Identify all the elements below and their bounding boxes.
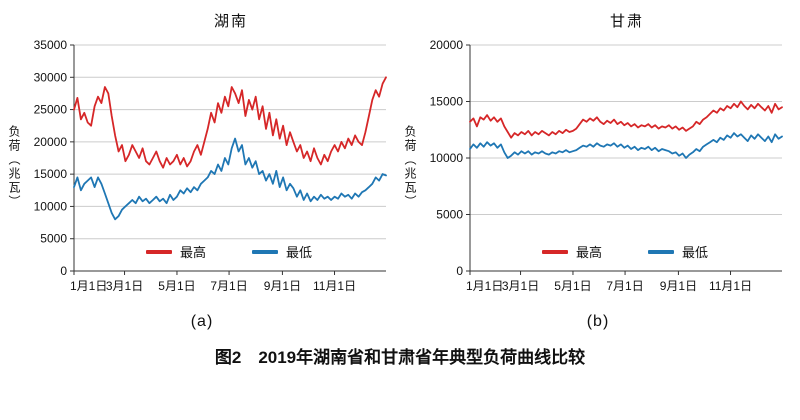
svg-text:1月1日: 1月1日 [466, 279, 503, 293]
svg-text:20000: 20000 [430, 38, 464, 52]
svg-text:3月1日: 3月1日 [106, 279, 143, 293]
chart-body-gansu: 负荷（兆瓦） 0 5000 10000 15000 20000 1月1日 3月1日 5月1日 7… [402, 35, 794, 299]
svg-text:5月1日: 5月1日 [554, 279, 591, 293]
svg-text:10000: 10000 [34, 199, 68, 213]
svg-text:9月1日: 9月1日 [264, 279, 301, 293]
sub-label-b: (b) [586, 313, 610, 330]
svg-text:5000: 5000 [40, 232, 67, 246]
svg-text:5000: 5000 [436, 208, 463, 222]
y-axis-label-hunan: 负荷（兆瓦） [7, 125, 21, 209]
svg-text:11月1日: 11月1日 [709, 279, 752, 293]
svg-text:11月1日: 11月1日 [313, 279, 356, 293]
svg-text:7月1日: 7月1日 [210, 279, 247, 293]
y-axis-label-gansu: 负荷（兆瓦） [403, 125, 417, 209]
chart-gansu: 甘肃 负荷（兆瓦） 0 5000 10000 15000 20000 1月1日 3月1日 5月… [402, 8, 794, 331]
svg-text:9月1日: 9月1日 [660, 279, 697, 293]
svg-text:10000: 10000 [430, 151, 464, 165]
svg-text:0: 0 [60, 264, 67, 278]
svg-text:15000: 15000 [34, 167, 68, 181]
svg-text:7月1日: 7月1日 [606, 279, 643, 293]
chart-title-gansu: 甘肃 [609, 13, 644, 30]
sub-label-a: (a) [190, 313, 214, 330]
svg-text:1月1日: 1月1日 [70, 279, 107, 293]
svg-text:3月1日: 3月1日 [502, 279, 539, 293]
svg-text:35000: 35000 [34, 38, 68, 52]
chart-title-hunan: 湖南 [213, 13, 248, 30]
svg-text:20000: 20000 [34, 135, 68, 149]
chart-body-hunan: 负荷（兆瓦） 0 5000 10000 15000 20000 25000 30000 350… [6, 35, 398, 299]
svg-text:25000: 25000 [34, 103, 68, 117]
svg-text:0: 0 [456, 264, 463, 278]
chart-hunan: 湖南 负荷（兆瓦） 0 5000 10000 15000 20000 25000 30000… [6, 8, 398, 331]
svg-text:5月1日: 5月1日 [158, 279, 195, 293]
charts-row: 湖南 负荷（兆瓦） 0 5000 10000 15000 20000 25000 30000… [0, 8, 800, 331]
figure-caption: 图2 2019年湖南省和甘肃省年典型负荷曲线比较 [214, 348, 586, 367]
svg-text:30000: 30000 [34, 70, 68, 84]
svg-text:15000: 15000 [430, 95, 464, 109]
hunan-plot: 0 5000 10000 15000 20000 25000 30000 35000 1月1日3… [34, 38, 387, 293]
